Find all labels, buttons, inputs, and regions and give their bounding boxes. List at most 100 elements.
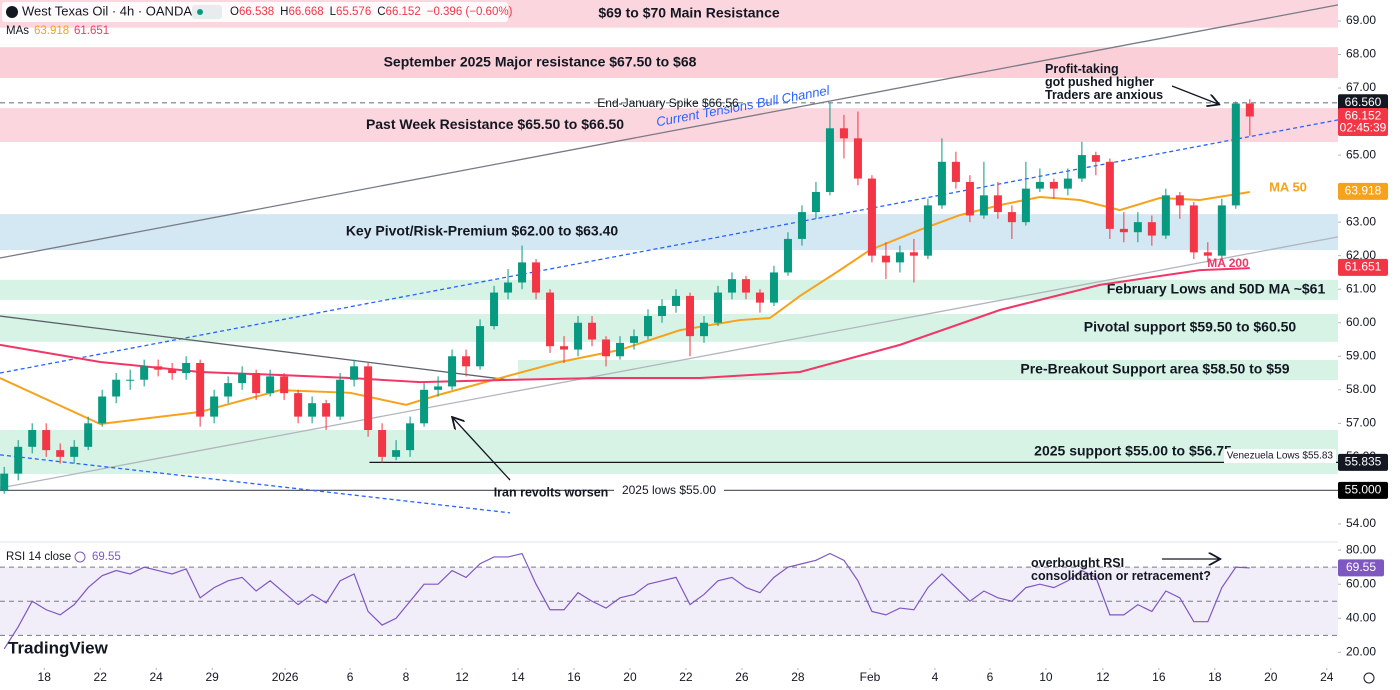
- candle-body: [448, 356, 457, 387]
- x-tick-label: 16: [567, 670, 581, 684]
- label-bg: [1224, 449, 1336, 463]
- settings-icon[interactable]: [1363, 672, 1375, 684]
- candle-body: [727, 279, 736, 293]
- status-dot: [197, 9, 203, 15]
- candle-body: [154, 366, 163, 370]
- candle-body: [1091, 155, 1100, 162]
- header-bg: [2, 2, 508, 22]
- candle-body: [1063, 178, 1072, 189]
- candle-body: [0, 473, 9, 491]
- candle-body: [630, 336, 639, 343]
- x-tick-label: 24: [1320, 670, 1334, 684]
- zone-label: Pre-Breakout Support area $58.50 to $59: [1020, 361, 1289, 377]
- candle-body: [350, 366, 359, 380]
- y-tick-label: 69.00: [1346, 13, 1376, 27]
- symbol: West Texas Oil · 4h · OANDA: [22, 3, 192, 18]
- x-tick-label: 2026: [272, 670, 299, 684]
- trend-line: [0, 4, 1339, 259]
- candle-body: [1203, 252, 1212, 256]
- candle-body: [42, 430, 51, 451]
- candle-body: [14, 446, 23, 474]
- zone: [517, 359, 1338, 381]
- candle-body: [84, 423, 93, 447]
- x-tick-label: 4: [932, 670, 939, 684]
- candle-body: [993, 195, 1002, 213]
- axis: 54.0055.0056.0057.0058.0059.0060.0061.00…: [38, 13, 1388, 684]
- y-tick-label: 62.00: [1346, 248, 1376, 262]
- rsi-tick-label: 60.00: [1346, 576, 1376, 590]
- price-label: 55.000: [1345, 483, 1382, 497]
- candle-body: [406, 423, 415, 451]
- x-tick-label: 20: [623, 670, 637, 684]
- candle-body: [825, 128, 834, 192]
- lows-label: 2025 lows $55.00: [622, 483, 716, 497]
- zone: [0, 108, 1338, 143]
- trend-line: [0, 454, 511, 514]
- x-tick-label: 14: [511, 670, 525, 684]
- rsi-tick-label: 20.00: [1346, 645, 1376, 659]
- venezuela-label: Venezuela Lows $55.83: [1227, 451, 1334, 462]
- ma-line: [0, 267, 1250, 384]
- price-label-box: [1338, 94, 1388, 112]
- rsi-note: overbought RSI consolidation or retracem…: [1031, 556, 1211, 583]
- candle-body: [699, 322, 708, 337]
- ma200-label: MA 200: [1207, 256, 1249, 270]
- candle-body: [979, 195, 988, 216]
- candle-body: [196, 362, 205, 417]
- zones: $69 to $70 Main Resistance September 2025…: [0, 0, 1338, 474]
- ma-header: MAs: [6, 25, 29, 37]
- candle-body: [1147, 222, 1156, 236]
- zone-label: 2025 support $55.00 to $56.75: [1034, 443, 1232, 459]
- candle-body: [602, 339, 611, 357]
- x-tick-label: 24: [150, 670, 164, 684]
- x-tick-label: 12: [1096, 670, 1110, 684]
- candle-body: [574, 322, 583, 350]
- candle-body: [811, 191, 820, 213]
- note-line: Profit-taking: [1045, 62, 1119, 76]
- price-label-box: [1338, 258, 1388, 276]
- candle-body: [685, 295, 694, 337]
- candle-body: [322, 403, 331, 417]
- candles: [0, 99, 1254, 494]
- x-tick-label: 22: [94, 670, 108, 684]
- candle-body: [1049, 181, 1058, 189]
- x-tick-label: 10: [1039, 670, 1053, 684]
- x-tick-label: 26: [735, 670, 749, 684]
- ohlc-key: C: [377, 6, 385, 18]
- zone: [0, 430, 1338, 474]
- candle-body: [224, 383, 233, 397]
- zone-label: Key Pivot/Risk-Premium $62.00 to $63.40: [346, 223, 619, 239]
- price-label-box: [1338, 453, 1388, 471]
- x-tick-label: 16: [1152, 670, 1166, 684]
- price-label-box: [1338, 182, 1388, 200]
- candle-body: [783, 238, 792, 273]
- note-line: Traders are anxious: [1045, 88, 1163, 102]
- y-tick-label: 61.00: [1346, 281, 1376, 295]
- candle-body: [867, 178, 876, 256]
- zone: [0, 214, 1338, 250]
- symbol-icon: [6, 6, 18, 18]
- x-tick-label: 8: [403, 670, 410, 684]
- brand: TradingView: [8, 638, 109, 657]
- ohlc-key: O: [230, 6, 239, 18]
- zone-label: Past Week Resistance $65.50 to $66.50: [366, 116, 624, 132]
- candle-body: [126, 379, 135, 381]
- candle-body: [671, 295, 680, 306]
- candle-body: [1133, 222, 1142, 233]
- candle-body: [560, 346, 569, 350]
- change: −0.396 (−0.60%): [427, 6, 513, 18]
- trend-line: [0, 236, 1339, 489]
- iran-label: Iran revolts worsen: [494, 485, 609, 499]
- candle-body: [755, 292, 764, 303]
- rsi-tick-label: 80.00: [1346, 542, 1376, 556]
- x-tick-label: 18: [38, 670, 52, 684]
- profit-note: Profit-taking got pushed higher Traders …: [1045, 62, 1163, 102]
- candle-body: [1175, 195, 1184, 206]
- candle-body: [769, 272, 778, 303]
- candle-body: [1035, 181, 1044, 189]
- candle-body: [616, 342, 625, 357]
- candle-body: [1119, 228, 1128, 233]
- candle-body: [70, 446, 79, 457]
- candle-body: [56, 450, 65, 457]
